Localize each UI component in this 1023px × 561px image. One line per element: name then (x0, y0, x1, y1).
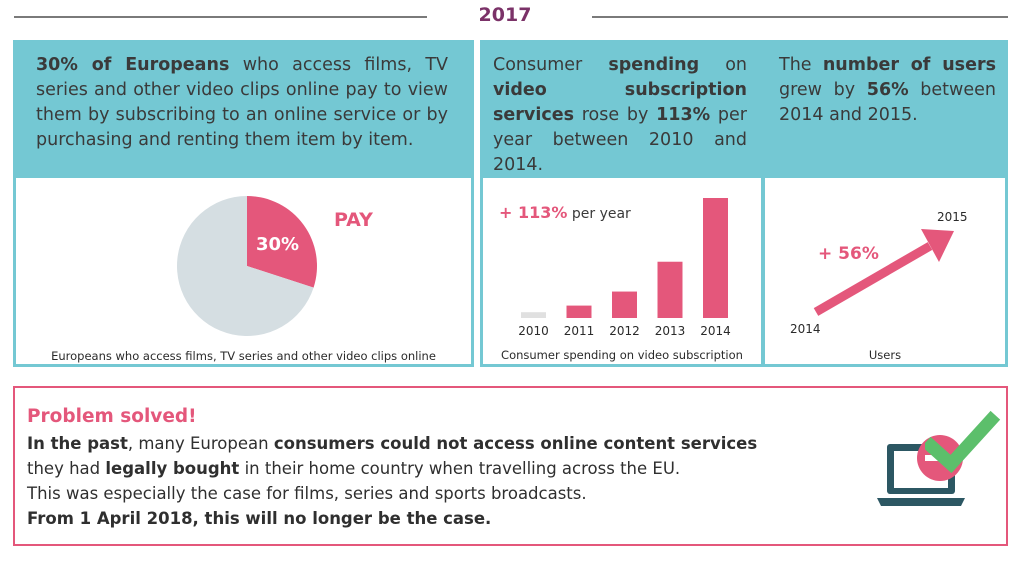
problem-bold: consumers could not access online conten… (273, 434, 758, 453)
spending-growth-pct: + 113% (499, 203, 568, 222)
bar-2014 (703, 198, 728, 318)
pie-value-label: 30% (256, 234, 300, 255)
problem-text: they had (27, 459, 106, 478)
problem-bold: legally bought (105, 459, 240, 478)
left-panel-caption: Europeans who access films, TV series an… (51, 349, 436, 363)
bar-chart: 2010 2011 2012 2013 2014 (518, 198, 731, 338)
headline-text: Consumer (493, 55, 609, 75)
pie-pay-label: PAY (334, 209, 373, 231)
headline-bold: 113% (656, 105, 711, 125)
bar-2011 (566, 305, 592, 318)
middle-panel-caption: Consumer spending on video subscription (501, 348, 743, 362)
bar-tick-label: 2014 (700, 324, 731, 338)
bar-tick-label: 2010 (518, 324, 549, 338)
pie-chart (177, 196, 317, 336)
checkmark-icon (925, 410, 1001, 474)
bar-tick-label: 2013 (655, 324, 686, 338)
year-divider-left (14, 16, 427, 18)
users-start-year: 2014 (790, 322, 821, 336)
headline-text: who access films, TV series and other vi… (36, 55, 448, 150)
year-divider-right (592, 16, 1008, 18)
headline-text: grew by (779, 80, 867, 100)
headline-text: per year between 2010 and 2014. (493, 105, 747, 175)
pie-slice-pay (247, 196, 317, 288)
headline-bold: number of users (822, 55, 996, 75)
headline-bold: 30% of Europeans (36, 55, 230, 75)
right-panel-caption: Users (868, 348, 902, 362)
bar-tick-label: 2011 (564, 324, 595, 338)
problem-line-1: In the past, many European consumers cou… (27, 434, 757, 453)
users-end-year: 2015 (937, 210, 968, 224)
headline-text: on (699, 55, 747, 75)
pie-slice-other (177, 196, 314, 336)
bar-2012 (612, 291, 637, 318)
problem-line-4: From 1 April 2018, this will no longer b… (27, 509, 491, 528)
users-growth-pct: + 56% (818, 244, 879, 264)
headline-text: The (779, 55, 823, 75)
arrow-up-right-icon (813, 229, 954, 316)
bar-2010 (521, 312, 546, 318)
left-panel-headline: 30% of Europeans who access films, TV se… (36, 53, 448, 153)
headline-bold: spending (608, 55, 700, 75)
headline-text: between 2014 and 2015. (779, 80, 996, 125)
headline-bold: video subscription services (493, 80, 747, 125)
headline-text: rose by (573, 105, 657, 125)
middle-panel-headline: Consumer spending on video subscription … (493, 53, 747, 178)
spending-growth-label: + 113% per year (499, 203, 631, 222)
problem-text: in their home country when travelling ac… (239, 459, 681, 478)
spending-growth-suffix: per year (567, 206, 631, 222)
problem-text: This was especially the case for films, … (27, 484, 587, 503)
right-panel-headline: The number of users grew by 56% between … (779, 53, 996, 128)
headline-bold: 56% (866, 80, 909, 100)
problem-text: , many European (127, 434, 274, 453)
problem-line-2: they had legally bought in their home co… (27, 459, 680, 478)
bar-tick-label: 2012 (609, 324, 640, 338)
problem-line-3: This was especially the case for films, … (27, 484, 587, 503)
problem-bold: In the past (27, 434, 128, 453)
year-label: 2017 (478, 4, 532, 26)
problem-bold: From 1 April 2018, this will no longer b… (27, 509, 492, 528)
problem-solved-box: Problem solved! In the past, many Europe… (13, 386, 1008, 546)
bar-2013 (657, 261, 683, 318)
problem-title: Problem solved! (27, 406, 197, 427)
